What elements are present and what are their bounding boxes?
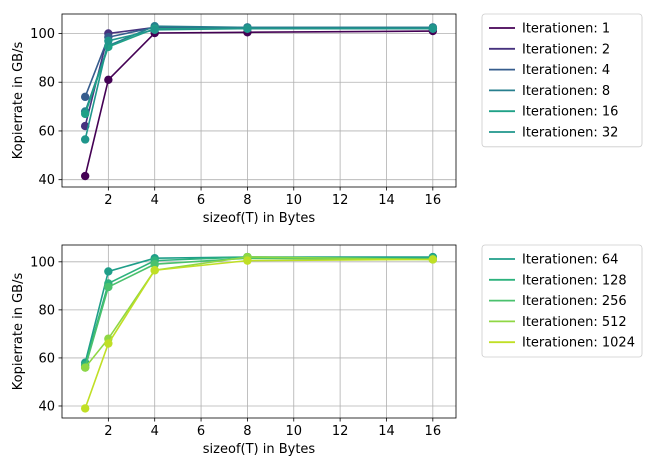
y-axis-label: Kopierrate in GB/s — [11, 273, 26, 391]
x-tick-label: 12 — [332, 193, 349, 208]
legend-label: Iterationen: 1024 — [522, 336, 635, 351]
x-tick-label: 4 — [151, 424, 159, 439]
legend-label: Iterationen: 16 — [522, 105, 618, 120]
legend-label: Iterationen: 512 — [522, 315, 627, 330]
y-tick-label: 80 — [38, 303, 55, 318]
series-line — [84, 30, 433, 177]
data-point — [104, 282, 113, 292]
x-tick-label: 2 — [104, 193, 112, 208]
x-tick-label: 8 — [243, 424, 251, 439]
y-tick-label: 40 — [38, 173, 55, 188]
x-tick-label: 6 — [197, 424, 205, 439]
data-point — [80, 92, 90, 102]
data-point — [150, 260, 159, 269]
legend-label: Iterationen: 32 — [522, 126, 618, 141]
legend-label: Iterationen: 64 — [522, 253, 618, 268]
series-line — [84, 25, 433, 112]
legend-label: Iterationen: 8 — [522, 84, 610, 99]
data-point — [243, 24, 252, 33]
legend-label: Iterationen: 4 — [522, 63, 610, 78]
y-tick-label: 100 — [30, 27, 55, 42]
series-line — [84, 27, 433, 140]
series-line — [84, 258, 433, 409]
data-point — [104, 339, 113, 348]
data-point — [243, 256, 252, 265]
series-line — [84, 27, 433, 115]
bottom-chart: 2 4 6 8 10 12 14 16 40 60 80 100 sizeof(T) in Bytes K… — [11, 244, 643, 457]
x-tick-label: 4 — [151, 193, 159, 208]
data-point — [80, 171, 90, 181]
data-point — [80, 109, 90, 119]
x-tick-label: 10 — [285, 193, 302, 208]
data-point — [104, 75, 113, 84]
x-tick-label: 8 — [243, 193, 251, 208]
data-point — [80, 363, 90, 372]
data-point — [80, 404, 90, 413]
series-line — [84, 26, 433, 98]
data-point — [150, 266, 159, 275]
data-point — [150, 25, 159, 35]
data-point — [428, 255, 438, 264]
data-point — [104, 267, 113, 276]
data-point — [104, 36, 113, 46]
x-tick-label: 10 — [285, 424, 302, 439]
x-tick-label: 12 — [332, 424, 349, 439]
series-line — [84, 257, 433, 368]
y-tick-label: 100 — [30, 255, 55, 270]
x-tick-label: 16 — [425, 193, 442, 208]
plot-frame — [61, 13, 457, 188]
series-line — [84, 26, 433, 127]
data-point — [428, 24, 438, 33]
legend-label: Iterationen: 1 — [522, 22, 610, 37]
x-tick-label: 14 — [378, 424, 395, 439]
y-tick-label: 40 — [38, 399, 55, 414]
x-tick-label: 2 — [104, 424, 112, 439]
data-point — [80, 135, 90, 144]
x-tick-label: 14 — [378, 193, 395, 208]
legend-box — [481, 244, 643, 358]
legend-label: Iterationen: 2 — [522, 42, 610, 57]
x-axis-label: sizeof(T) in Bytes — [203, 442, 316, 457]
y-tick-label: 60 — [38, 124, 55, 139]
top-chart: 2 4 6 8 10 12 14 16 40 60 80 100 sizeof(T) in Bytes K… — [11, 13, 643, 226]
y-axis-label: Kopierrate in GB/s — [11, 42, 26, 160]
x-axis-label: sizeof(T) in Bytes — [203, 211, 316, 226]
x-tick-label: 16 — [425, 424, 442, 439]
plot-frame — [61, 244, 457, 419]
legend-box — [481, 13, 643, 148]
legend-label: Iterationen: 128 — [522, 273, 627, 288]
y-tick-label: 80 — [38, 76, 55, 91]
x-tick-label: 6 — [197, 193, 205, 208]
legend-label: Iterationen: 256 — [522, 294, 627, 309]
y-tick-label: 60 — [38, 351, 55, 366]
